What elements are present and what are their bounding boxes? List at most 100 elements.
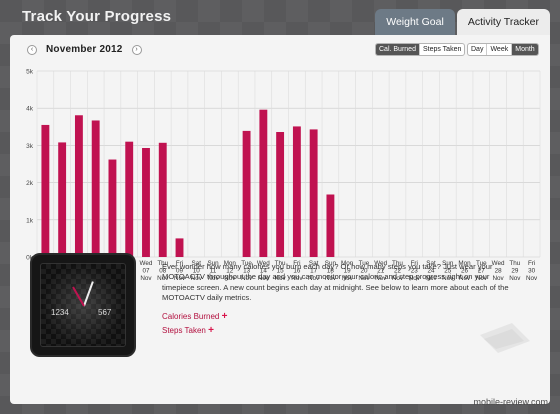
bar-13 — [242, 130, 251, 257]
x-tick-label: Nov — [291, 275, 303, 282]
x-tick-label: Nov — [342, 275, 354, 282]
x-tick-label: Wed — [257, 260, 270, 267]
x-tick-label: Mon — [341, 260, 354, 267]
metric-cal-burned-button[interactable]: Cal. Burned — [376, 44, 419, 55]
x-tick-label: Sat — [192, 260, 202, 267]
x-tick-label: Sun — [442, 260, 454, 267]
x-tick-label: 16 — [293, 268, 301, 275]
x-tick-label: Nov — [425, 275, 437, 282]
x-tick-label: Thu — [509, 260, 520, 267]
description-text: Ever wonder how many calories you burn e… — [162, 262, 509, 303]
watch-image: 1234 567 — [30, 253, 136, 357]
x-tick-label: Nov — [157, 275, 169, 282]
range-week-button[interactable]: Week — [486, 44, 511, 55]
x-tick-label: Nov — [325, 275, 337, 282]
bar-05 — [108, 159, 117, 257]
watermark-text: mobile-review.com — [473, 397, 548, 407]
x-tick-label: Fri — [176, 260, 183, 267]
x-tick-label: 10 — [193, 268, 201, 275]
bar-15 — [276, 132, 285, 257]
x-tick-label: Nov — [476, 275, 488, 282]
x-tick-label: Nov — [526, 275, 538, 282]
bar-04 — [91, 120, 100, 257]
bar-03 — [74, 115, 83, 257]
x-tick-label: Mon — [224, 260, 237, 267]
x-tick-label: 09 — [176, 268, 184, 275]
x-tick-label: Wed — [492, 260, 505, 267]
y-tick-label: 3k — [26, 143, 34, 150]
x-tick-label: 26 — [461, 268, 469, 275]
steps-taken-label: Steps Taken — [162, 326, 206, 335]
bar-01 — [41, 124, 50, 257]
tab-weight-goal[interactable]: Weight Goal — [375, 9, 455, 35]
x-tick-label: Wed — [140, 260, 153, 267]
bar-07 — [142, 148, 150, 257]
x-tick-label: Nov — [358, 275, 370, 282]
metric-steps-taken-button[interactable]: Steps Taken — [418, 44, 464, 55]
calories-burned-link[interactable]: Calories Burned + — [162, 311, 227, 322]
x-tick-label: 19 — [344, 268, 352, 275]
bar-17 — [309, 129, 318, 257]
watch-screen: 1234 567 — [40, 263, 126, 347]
x-tick-label: 30 — [528, 268, 536, 275]
x-tick-label: 24 — [428, 268, 436, 275]
x-tick-label: 14 — [260, 268, 268, 275]
x-tick-label: 13 — [243, 268, 251, 275]
x-tick-label: Sat — [309, 260, 319, 267]
x-tick-label: Thu — [157, 260, 168, 267]
x-tick-label: 12 — [226, 268, 234, 275]
plus-icon: + — [208, 325, 214, 336]
bar-02 — [58, 142, 67, 257]
calories-burned-label: Calories Burned — [162, 312, 220, 321]
range-month-button[interactable]: Month — [511, 44, 538, 55]
bar-06 — [125, 141, 134, 257]
x-tick-label: Nov — [241, 275, 253, 282]
bar-14 — [259, 109, 268, 257]
page-title: Track Your Progress — [22, 8, 172, 25]
x-tick-label: 22 — [394, 268, 402, 275]
x-tick-label: 25 — [444, 268, 452, 275]
chevron-right-icon[interactable]: › — [131, 44, 142, 55]
steps-taken-link[interactable]: Steps Taken + — [162, 325, 214, 336]
x-tick-label: 28 — [495, 268, 503, 275]
x-tick-label: 20 — [360, 268, 368, 275]
y-tick-label: 0k — [26, 255, 34, 262]
x-tick-label: 21 — [377, 268, 385, 275]
x-tick-label: Fri — [411, 260, 418, 267]
x-tick-label: Nov — [492, 275, 504, 282]
calories-bar-chart: 0k1k2k3k4k5kThu01NovFri02NovSat03NovSun0… — [26, 69, 541, 282]
x-tick-label: Tue — [359, 260, 370, 267]
range-day-button[interactable]: Day — [471, 46, 484, 53]
tab-activity-tracker[interactable]: Activity Tracker — [456, 9, 550, 35]
bar-09 — [175, 238, 184, 257]
x-tick-label: Wed — [374, 260, 387, 267]
x-tick-label: 23 — [411, 268, 419, 275]
y-tick-label: 5k — [26, 69, 34, 76]
x-tick-label: 17 — [310, 268, 318, 275]
x-tick-label: Nov — [140, 275, 152, 282]
x-tick-label: Sun — [325, 260, 337, 267]
watch-left-readout: 1234 — [51, 308, 69, 317]
x-tick-label: Nov — [442, 275, 454, 282]
chevron-left-icon[interactable]: ‹ — [27, 44, 37, 55]
y-tick-label: 4k — [26, 106, 34, 113]
watch-right-readout: 567 — [98, 308, 112, 317]
x-tick-label: Nov — [392, 275, 404, 282]
x-tick-label: Sat — [426, 260, 436, 267]
x-tick-label: Thu — [392, 260, 403, 267]
x-tick-label: 11 — [210, 268, 217, 275]
metric-toggle: Cal. Burned Steps Taken — [375, 43, 466, 56]
x-tick-label: Nov — [509, 275, 521, 282]
plus-icon: + — [221, 311, 228, 322]
x-tick-label: 27 — [478, 268, 486, 275]
x-tick-label: Mon — [458, 260, 471, 267]
x-tick-label: Nov — [375, 275, 387, 282]
bar-16 — [292, 126, 301, 257]
x-tick-label: Nov — [207, 275, 219, 282]
x-tick-label: Nov — [308, 275, 320, 282]
x-tick-label: 29 — [511, 268, 519, 275]
x-tick-label: Nov — [224, 275, 236, 282]
x-tick-label: Sun — [207, 260, 219, 267]
x-tick-label: 15 — [277, 268, 285, 275]
x-tick-label: Thu — [275, 260, 286, 267]
